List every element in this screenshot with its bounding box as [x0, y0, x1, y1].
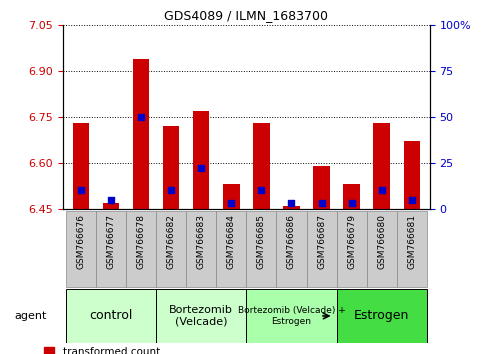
Bar	[283, 206, 300, 209]
Text: GSM766684: GSM766684	[227, 215, 236, 269]
Bar	[397, 211, 427, 287]
Bar	[223, 184, 240, 209]
Bar	[373, 123, 390, 209]
Point	[137, 114, 145, 120]
Bar	[343, 184, 360, 209]
Point	[167, 188, 175, 193]
Text: GSM766679: GSM766679	[347, 215, 356, 269]
Text: GSM766676: GSM766676	[76, 215, 85, 269]
Bar	[403, 141, 420, 209]
Bar	[156, 289, 246, 343]
Bar	[156, 211, 186, 287]
Text: GSM766677: GSM766677	[106, 215, 115, 269]
Bar	[246, 211, 276, 287]
Bar	[367, 211, 397, 287]
Bar	[133, 58, 149, 209]
Point	[257, 188, 265, 193]
Point	[408, 197, 416, 202]
Bar	[163, 126, 179, 209]
Text: GSM766685: GSM766685	[257, 215, 266, 269]
Bar	[193, 111, 210, 209]
Text: GSM766681: GSM766681	[407, 215, 416, 269]
Text: Bortezomib
(Velcade): Bortezomib (Velcade)	[169, 305, 233, 327]
Point	[287, 200, 295, 206]
Legend: transformed count, percentile rank within the sample: transformed count, percentile rank withi…	[44, 347, 239, 354]
Text: GSM766682: GSM766682	[167, 215, 176, 269]
Bar	[126, 211, 156, 287]
Text: GSM766680: GSM766680	[377, 215, 386, 269]
Point	[348, 200, 355, 206]
Title: GDS4089 / ILMN_1683700: GDS4089 / ILMN_1683700	[164, 9, 328, 22]
Bar	[66, 289, 156, 343]
Point	[318, 200, 326, 206]
Bar	[313, 166, 330, 209]
Bar	[276, 211, 307, 287]
Point	[378, 188, 385, 193]
Bar	[253, 123, 270, 209]
Text: GSM766683: GSM766683	[197, 215, 206, 269]
Bar	[66, 211, 96, 287]
Bar	[246, 289, 337, 343]
Bar	[186, 211, 216, 287]
Bar	[72, 123, 89, 209]
Bar	[103, 203, 119, 209]
Text: Bortezomib (Velcade) +
Estrogen: Bortezomib (Velcade) + Estrogen	[238, 306, 345, 326]
Point	[227, 200, 235, 206]
Bar	[307, 211, 337, 287]
Text: GSM766687: GSM766687	[317, 215, 326, 269]
Text: agent: agent	[14, 311, 47, 321]
Text: GSM766678: GSM766678	[137, 215, 145, 269]
Bar	[337, 211, 367, 287]
Point	[198, 166, 205, 171]
Text: GSM766686: GSM766686	[287, 215, 296, 269]
Text: Estrogen: Estrogen	[354, 309, 410, 322]
Bar	[216, 211, 246, 287]
Point	[77, 188, 85, 193]
Text: control: control	[89, 309, 133, 322]
Point	[107, 197, 115, 202]
Bar	[337, 289, 427, 343]
Bar	[96, 211, 126, 287]
